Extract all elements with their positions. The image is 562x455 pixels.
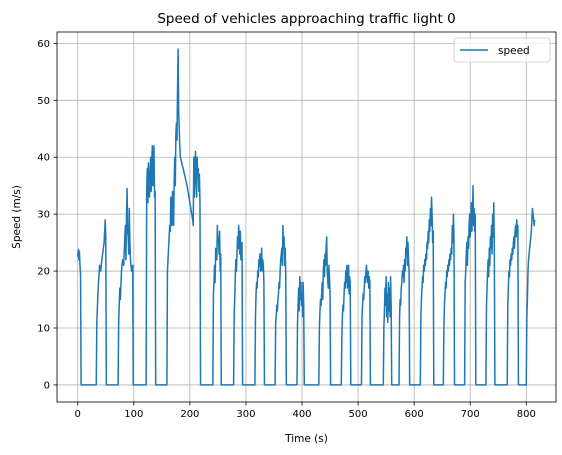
legend: speed <box>453 37 551 63</box>
x-tick-label: 200 <box>180 409 199 420</box>
x-tick-label: 300 <box>236 409 255 420</box>
x-tick-label: 800 <box>517 409 536 420</box>
series-layer <box>76 48 536 386</box>
chart-title: Speed of vehicles approaching traffic li… <box>157 11 455 27</box>
y-tick-label: 40 <box>37 153 50 164</box>
x-axis-label: Time (s) <box>284 433 328 445</box>
x-tick-label: 500 <box>349 409 368 420</box>
legend-label-speed: speed <box>498 45 530 57</box>
y-tick-label: 20 <box>37 267 50 278</box>
y-tick-label: 60 <box>37 39 50 50</box>
y-axis-label: Speed (m/s) <box>11 185 23 249</box>
y-tick-label: 50 <box>37 96 50 107</box>
y-tick-label: 0 <box>44 380 50 391</box>
x-tick-label: 700 <box>461 409 480 420</box>
plot-frame <box>56 31 557 403</box>
y-tick-label: 30 <box>37 210 50 221</box>
legend-box <box>453 37 551 63</box>
x-axis-ticks: 0 100 200 300 400 500 600 700 800 <box>75 402 536 420</box>
y-axis-ticks: 0 10 20 30 40 50 60 <box>37 39 57 391</box>
x-tick-label: 100 <box>124 409 143 420</box>
x-tick-label: 600 <box>405 409 424 420</box>
series-line-speed <box>76 48 536 386</box>
x-tick-label: 0 <box>75 409 81 420</box>
x-tick-label: 400 <box>292 409 311 420</box>
y-tick-label: 10 <box>37 324 50 335</box>
